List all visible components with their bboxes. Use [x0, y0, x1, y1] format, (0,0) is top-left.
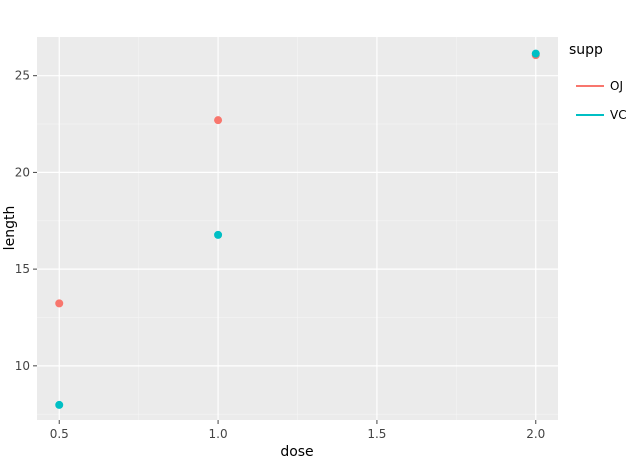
legend-title: supp [569, 42, 603, 58]
legend-items: OJ VC [576, 79, 627, 122]
grid-major [37, 37, 558, 420]
legend: supp OJ VC [569, 42, 627, 122]
grid-minor [37, 37, 558, 420]
y-tick-label: 10 [15, 359, 30, 373]
legend-label-oj: OJ [610, 79, 623, 93]
point-vc [55, 400, 64, 409]
x-axis-ticks: 0.5 1.0 1.5 2.0 [50, 420, 545, 441]
y-axis-title: length [2, 206, 18, 251]
x-tick-label: 0.5 [50, 427, 69, 441]
x-tick-label: 1.0 [209, 427, 228, 441]
y-tick-label: 15 [15, 262, 30, 276]
x-tick-label: 1.5 [367, 427, 386, 441]
data-points [55, 49, 540, 409]
point-vc [214, 230, 223, 239]
y-tick-label: 25 [15, 69, 30, 83]
legend-label-vc: VC [610, 108, 627, 122]
y-tick-label: 20 [15, 165, 30, 179]
point-oj [55, 299, 64, 308]
point-vc [531, 49, 540, 58]
x-tick-label: 2.0 [526, 427, 545, 441]
x-axis-title: dose [280, 444, 313, 460]
point-oj [214, 116, 223, 125]
y-axis-ticks: 10 15 20 25 [15, 69, 37, 373]
